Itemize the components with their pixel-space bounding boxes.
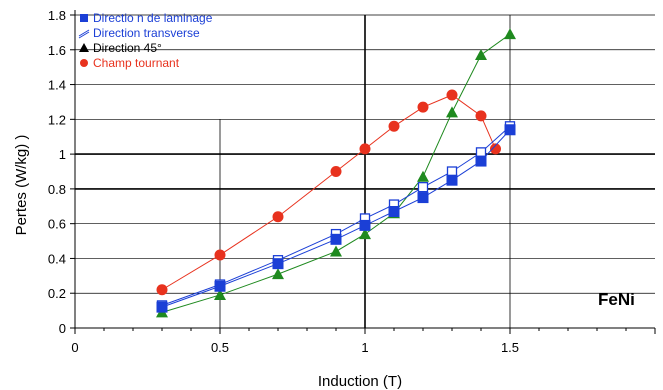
y-tick-label: 1.8 (48, 8, 66, 23)
y-tick-label: 1.6 (48, 43, 66, 58)
x-tick-label: 1 (361, 340, 368, 355)
legend-marker (79, 43, 89, 52)
data-point (272, 258, 284, 270)
data-point (417, 192, 429, 204)
legend-label: Champ tournant (93, 56, 180, 70)
y-tick-label: 0 (59, 321, 66, 336)
data-point (214, 288, 226, 300)
data-point (446, 174, 458, 186)
data-point (475, 110, 487, 122)
series-layer (156, 28, 516, 318)
series (156, 124, 516, 313)
series-line (161, 125, 511, 306)
data-point (490, 143, 501, 155)
legend-marker (78, 29, 90, 37)
legend-marker (80, 14, 88, 22)
axes: 0 0.2 0.4 0.6 0.8 1 1.2 1.4 1.6 1.8 0 0.5 1 1.5 (48, 8, 656, 355)
data-point (504, 28, 516, 40)
data-point (475, 48, 487, 60)
y-tick-label: 0.2 (48, 286, 66, 301)
y-tick-label: 1.4 (48, 78, 66, 93)
data-point (272, 268, 284, 280)
data-point (330, 233, 342, 245)
legend-item: Direction 45° (79, 41, 162, 55)
y-tick-label: 0.8 (48, 182, 66, 197)
y-tick-label: 0.6 (48, 217, 66, 232)
x-tick-label: 0.5 (211, 340, 229, 355)
x-tick-label: 1.5 (501, 340, 519, 355)
series (156, 121, 516, 311)
y-tick-label: 1 (59, 147, 66, 162)
x-tick-label: 0 (71, 340, 78, 355)
series-line (161, 129, 511, 308)
y-tick-label: 0.4 (48, 251, 66, 266)
legend-label: Direction 45° (93, 41, 162, 55)
data-point (417, 101, 429, 113)
y-tick-label: 1.2 (48, 112, 66, 127)
series (156, 89, 501, 296)
data-point (156, 301, 168, 313)
data-point (214, 280, 226, 292)
data-point (504, 124, 516, 136)
data-point (446, 106, 458, 118)
data-point (156, 284, 168, 296)
data-point (417, 170, 429, 182)
data-point (359, 228, 371, 240)
data-point (446, 89, 458, 101)
data-point (214, 249, 226, 261)
series-line (161, 33, 511, 313)
data-point (272, 211, 284, 223)
x-axis-title: Induction (T) (318, 373, 402, 390)
data-point (417, 181, 429, 193)
data-point (330, 245, 342, 257)
data-point (359, 143, 371, 155)
legend-item: Direction transverse (78, 26, 200, 40)
chart-annotation: FeNi (598, 290, 635, 309)
legend-marker (80, 59, 88, 67)
data-point (475, 155, 487, 167)
series-line (161, 94, 496, 291)
legend-label: Direction transverse (93, 26, 200, 40)
data-point (388, 205, 400, 217)
data-point (359, 219, 371, 231)
data-point (330, 166, 342, 177)
data-point (475, 147, 487, 158)
legend-item: Champ tournant (80, 56, 180, 70)
data-point (388, 120, 400, 132)
legend-marker (78, 31, 90, 39)
y-axis-title: Pertes (W/kg) ) (13, 135, 30, 236)
data-point (446, 166, 458, 177)
legend-item: Directio n de laminage (80, 11, 213, 25)
legend-label: Directio n de laminage (93, 11, 213, 25)
